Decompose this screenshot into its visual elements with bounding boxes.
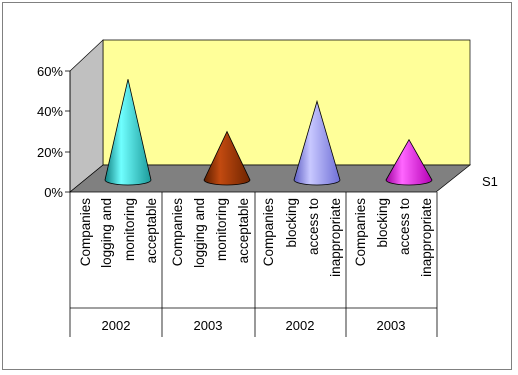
category-label-line: acceptable: [144, 198, 159, 263]
category-label-line: Companies: [170, 198, 185, 267]
year-label: 2003: [194, 318, 223, 333]
year-label: 2003: [377, 318, 406, 333]
category-label-line: blocking: [284, 198, 299, 248]
year-label: 2002: [286, 318, 315, 333]
year-label: 2002: [102, 318, 131, 333]
category-label-line: Companies: [261, 198, 276, 267]
category-label-line: blocking: [375, 198, 390, 248]
category-label-line: acceptable: [236, 198, 251, 263]
category-label-line: inappropriate: [328, 198, 343, 277]
category-label: Companies logging and monitoring accepta…: [78, 198, 159, 268]
category-label-line: monitoring: [214, 198, 229, 261]
category-labels: Companies logging and monitoring accepta…: [78, 198, 434, 277]
back-wall: [103, 40, 470, 165]
category-label-line: monitoring: [122, 198, 137, 261]
category-label-line: Companies: [78, 198, 93, 267]
year-labels: 2002 2003 2002 2003: [102, 318, 406, 333]
category-label-line: Companies: [353, 198, 368, 267]
category-label: Companies blocking access to inappropria…: [261, 198, 343, 277]
y-tick-label: 20%: [37, 145, 63, 160]
y-axis-ticks: 60% 40% 20% 0%: [37, 64, 70, 200]
category-label-line: logging and: [99, 198, 114, 268]
category-label-line: access to: [397, 198, 412, 255]
y-tick-label: 60%: [37, 64, 63, 79]
category-label-line: logging and: [192, 198, 207, 268]
category-label: Companies blocking access to inappropria…: [353, 198, 434, 277]
y-tick-label: 40%: [37, 104, 63, 119]
category-label: Companies logging and monitoring accepta…: [170, 198, 251, 268]
y-tick-label: 0%: [44, 185, 63, 200]
category-label-line: inappropriate: [419, 198, 434, 277]
category-label-line: access to: [306, 198, 321, 255]
series-axis-label: S1: [482, 174, 498, 189]
